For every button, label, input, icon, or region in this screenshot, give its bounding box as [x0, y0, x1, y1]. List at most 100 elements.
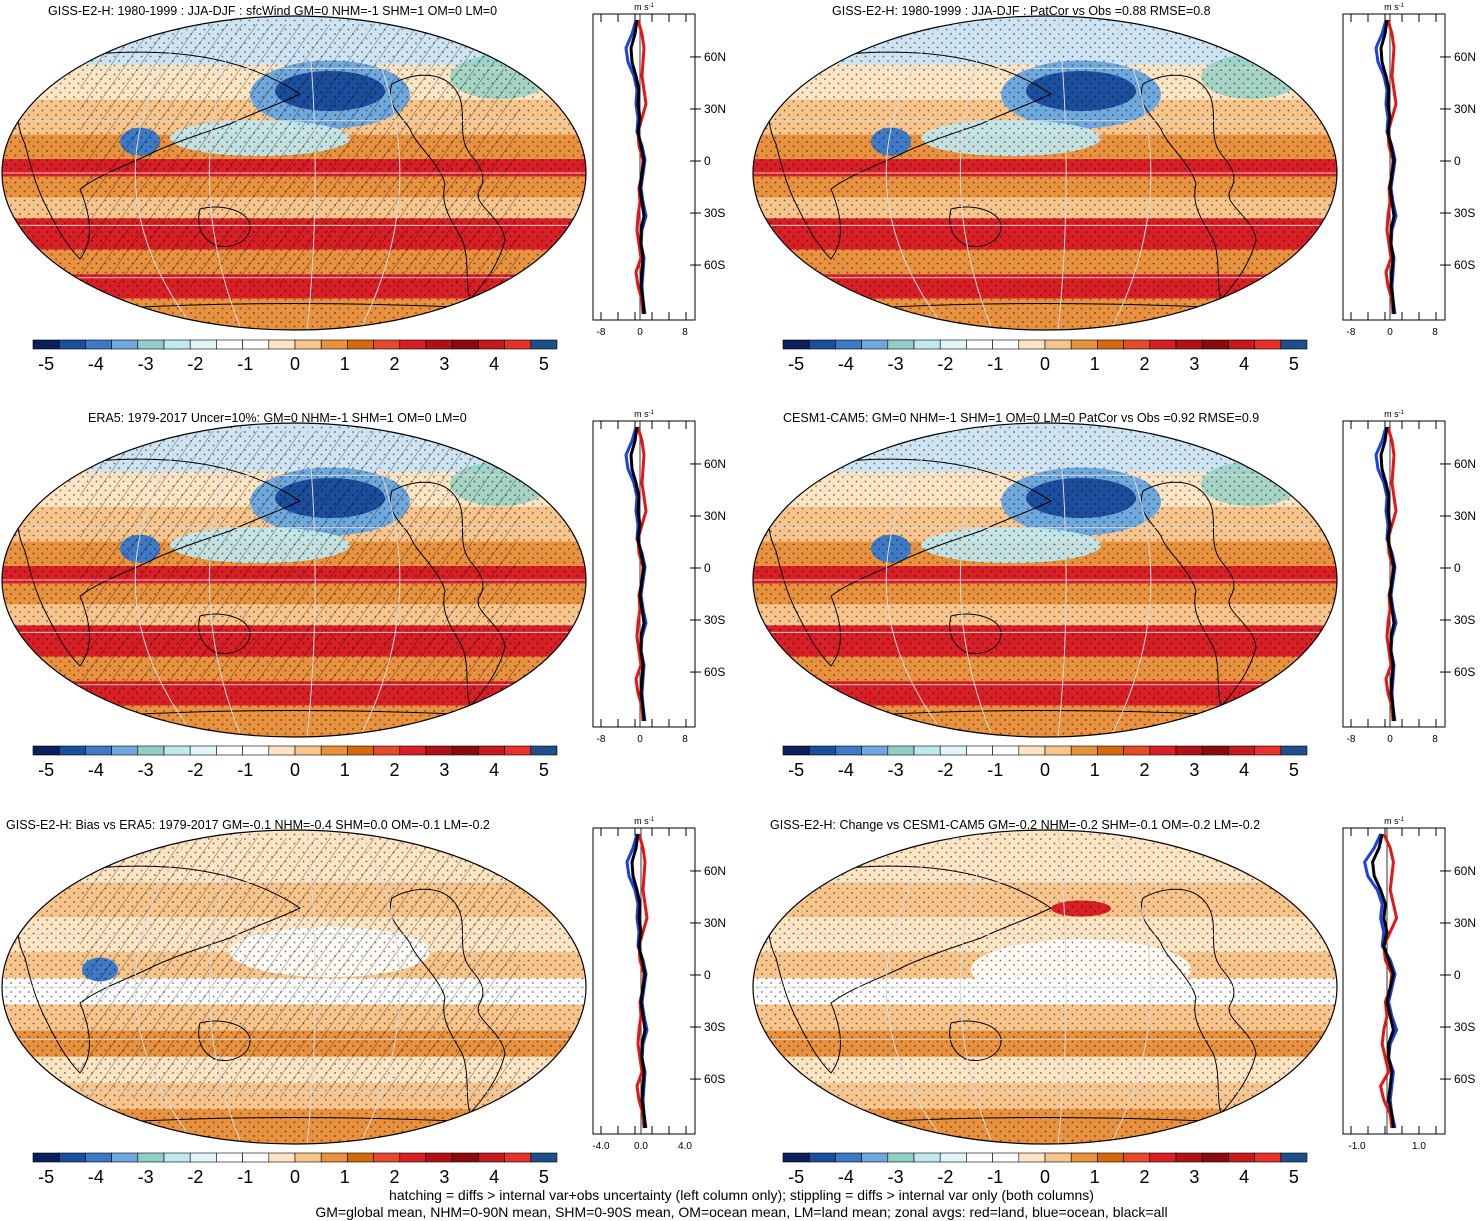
panel-6-title: GISS-E2-H: Change vs CESM1-CAM5 GM=-0.2 … [770, 818, 1261, 832]
colorbar-tick-label: 1 [340, 354, 350, 374]
colorbar-tick-label: 5 [539, 760, 549, 780]
colorbar-tick-label: -2 [187, 760, 203, 780]
colorbar-tick-label: 4 [489, 760, 499, 780]
panel-5-title: GISS-E2-H: Bias vs ERA5: 1979-2017 GM=-0… [6, 818, 490, 832]
map-outline [1, 422, 587, 738]
colorbar-swatch [966, 1152, 993, 1163]
zonal-units-label: m s-1 [1384, 409, 1404, 419]
colorbar-swatch [1228, 339, 1255, 350]
map-field [753, 16, 1337, 330]
colorbar-swatch [504, 1152, 532, 1163]
colorbar-swatch [189, 339, 217, 350]
zonal-lat-label: 0 [1454, 154, 1461, 168]
zonal-ocean-curve [1363, 833, 1399, 1129]
colorbar-swatch [504, 339, 532, 350]
zonal-all-curve [629, 426, 646, 722]
colorbar-swatch [992, 339, 1020, 350]
colorbar-tick-label: -5 [788, 1167, 804, 1187]
colorbar-tick-label: -4 [838, 760, 854, 780]
colorbar-swatch [992, 745, 1020, 756]
colorbar-swatch [861, 745, 889, 756]
colorbar-tick-label: 2 [390, 1167, 400, 1187]
colorbar-tick-label: -3 [888, 1167, 904, 1187]
colorbar-tick-label: -5 [38, 354, 54, 374]
zonal-lat-label: 30S [704, 613, 725, 627]
zonal-lat-label: 60S [1454, 258, 1475, 272]
zonal-tick-label: 0 [1387, 327, 1393, 338]
colorbar-tick-label: -1 [987, 1167, 1003, 1187]
colorbar-tick-label: 0 [1040, 760, 1050, 780]
colorbar-swatch [320, 745, 348, 756]
colorbar-tick-label: -5 [788, 354, 804, 374]
colorbar-tick-label: 5 [1289, 760, 1299, 780]
colorbar-tick-label: 3 [439, 760, 449, 780]
zonal-lat-label: 60S [1454, 1072, 1475, 1086]
colorbar-tick-label: 1 [1090, 1167, 1100, 1187]
colorbar-tick-label: 4 [1239, 1167, 1249, 1187]
zonal-all-curve [630, 833, 647, 1129]
zonal-lat-label: 60S [704, 665, 725, 679]
colorbar-swatch [268, 745, 296, 756]
colorbar-swatch [451, 1152, 479, 1163]
colorbar-tick-label: 5 [1289, 354, 1299, 374]
colorbar-swatch [451, 745, 479, 756]
colorbar-swatch [913, 1152, 941, 1163]
zonal-lat-label: 30N [1454, 916, 1476, 930]
colorbar-swatch [111, 339, 139, 350]
colorbar-swatch [782, 745, 810, 756]
colorbar-swatch [1201, 1152, 1229, 1163]
colorbar-swatch [294, 339, 322, 350]
colorbar-swatch [1044, 1152, 1072, 1163]
colorbar-swatch [216, 745, 243, 756]
colorbar-swatch [399, 1152, 427, 1163]
zonal-units-label: m s-1 [1384, 2, 1404, 12]
colorbar-swatch [1254, 1152, 1282, 1163]
colorbar-tick-label: 0 [290, 1167, 300, 1187]
colorbar-swatch [399, 745, 427, 756]
colorbar-swatch [478, 339, 505, 350]
zonal-lat-label: 30S [704, 206, 725, 220]
colorbar-swatch [835, 1152, 862, 1163]
panel-3-title: ERA5: 1979-2017 Uncer=10%: GM=0 NHM=-1 S… [88, 411, 467, 425]
colorbar-swatch [1175, 339, 1203, 350]
panel-4-title: CESM1-CAM5: GM=0 NHM=-1 SHM=1 OM=0 LM=0 … [783, 411, 1260, 425]
footer-caption-line-1: hatching = diffs > internal var+obs unce… [389, 1187, 1094, 1203]
zonal-lat-label: 60S [704, 258, 725, 272]
zonal-lat-label: 60N [1454, 457, 1476, 471]
colorbar-swatch [1280, 745, 1308, 756]
zonal-tick-label: -8 [1347, 327, 1356, 338]
colorbar-swatch [242, 339, 270, 350]
map-panel-6 [752, 829, 1338, 1145]
zonal-all-curve [1371, 833, 1395, 1129]
footer-caption-line-2: GM=global mean, NHM=0-90N mean, SHM=0-90… [315, 1204, 1168, 1220]
colorbar-swatch [189, 745, 217, 756]
colorbar-swatch [1280, 339, 1308, 350]
zonal-lat-label: 30N [704, 102, 726, 116]
colorbar-tick-label: -4 [88, 1167, 104, 1187]
colorbar-swatch [1044, 339, 1072, 350]
zonal-plot-panel-6: m s-1 60N 30N 0 30S 60S -1.0 1.0 [1342, 816, 1476, 1152]
colorbar-swatch [808, 1152, 836, 1163]
panel-1-title: GISS-E2-H: 1980-1999 : JJA-DJF : sfcWind… [48, 4, 498, 18]
colorbar-panel-4: -5 -4 -3 -2 -1 0 1 2 3 4 5 [782, 745, 1308, 780]
colorbar-tick-label: -1 [237, 1167, 253, 1187]
colorbar-tick-label: -1 [987, 760, 1003, 780]
colorbar-swatch [939, 1152, 967, 1163]
colorbar-swatch [530, 1152, 558, 1163]
colorbar-swatch [1097, 339, 1124, 350]
colorbar-swatch [1149, 745, 1177, 756]
colorbar-tick-label: -1 [987, 354, 1003, 374]
colorbar-tick-label: 3 [439, 1167, 449, 1187]
zonal-lat-label: 0 [704, 968, 711, 982]
zonal-lat-label: 0 [1454, 561, 1461, 575]
colorbar-swatch [939, 339, 967, 350]
colorbar-swatch [268, 339, 296, 350]
colorbar-tick-label: -3 [138, 760, 154, 780]
colorbar-swatch [1123, 339, 1151, 350]
colorbar-swatch [530, 745, 558, 756]
colorbar-swatch [1097, 1152, 1124, 1163]
colorbar-swatch [1123, 1152, 1151, 1163]
colorbar-tick-label: -5 [38, 760, 54, 780]
colorbar-swatch [1018, 745, 1046, 756]
colorbar-swatch [504, 745, 532, 756]
